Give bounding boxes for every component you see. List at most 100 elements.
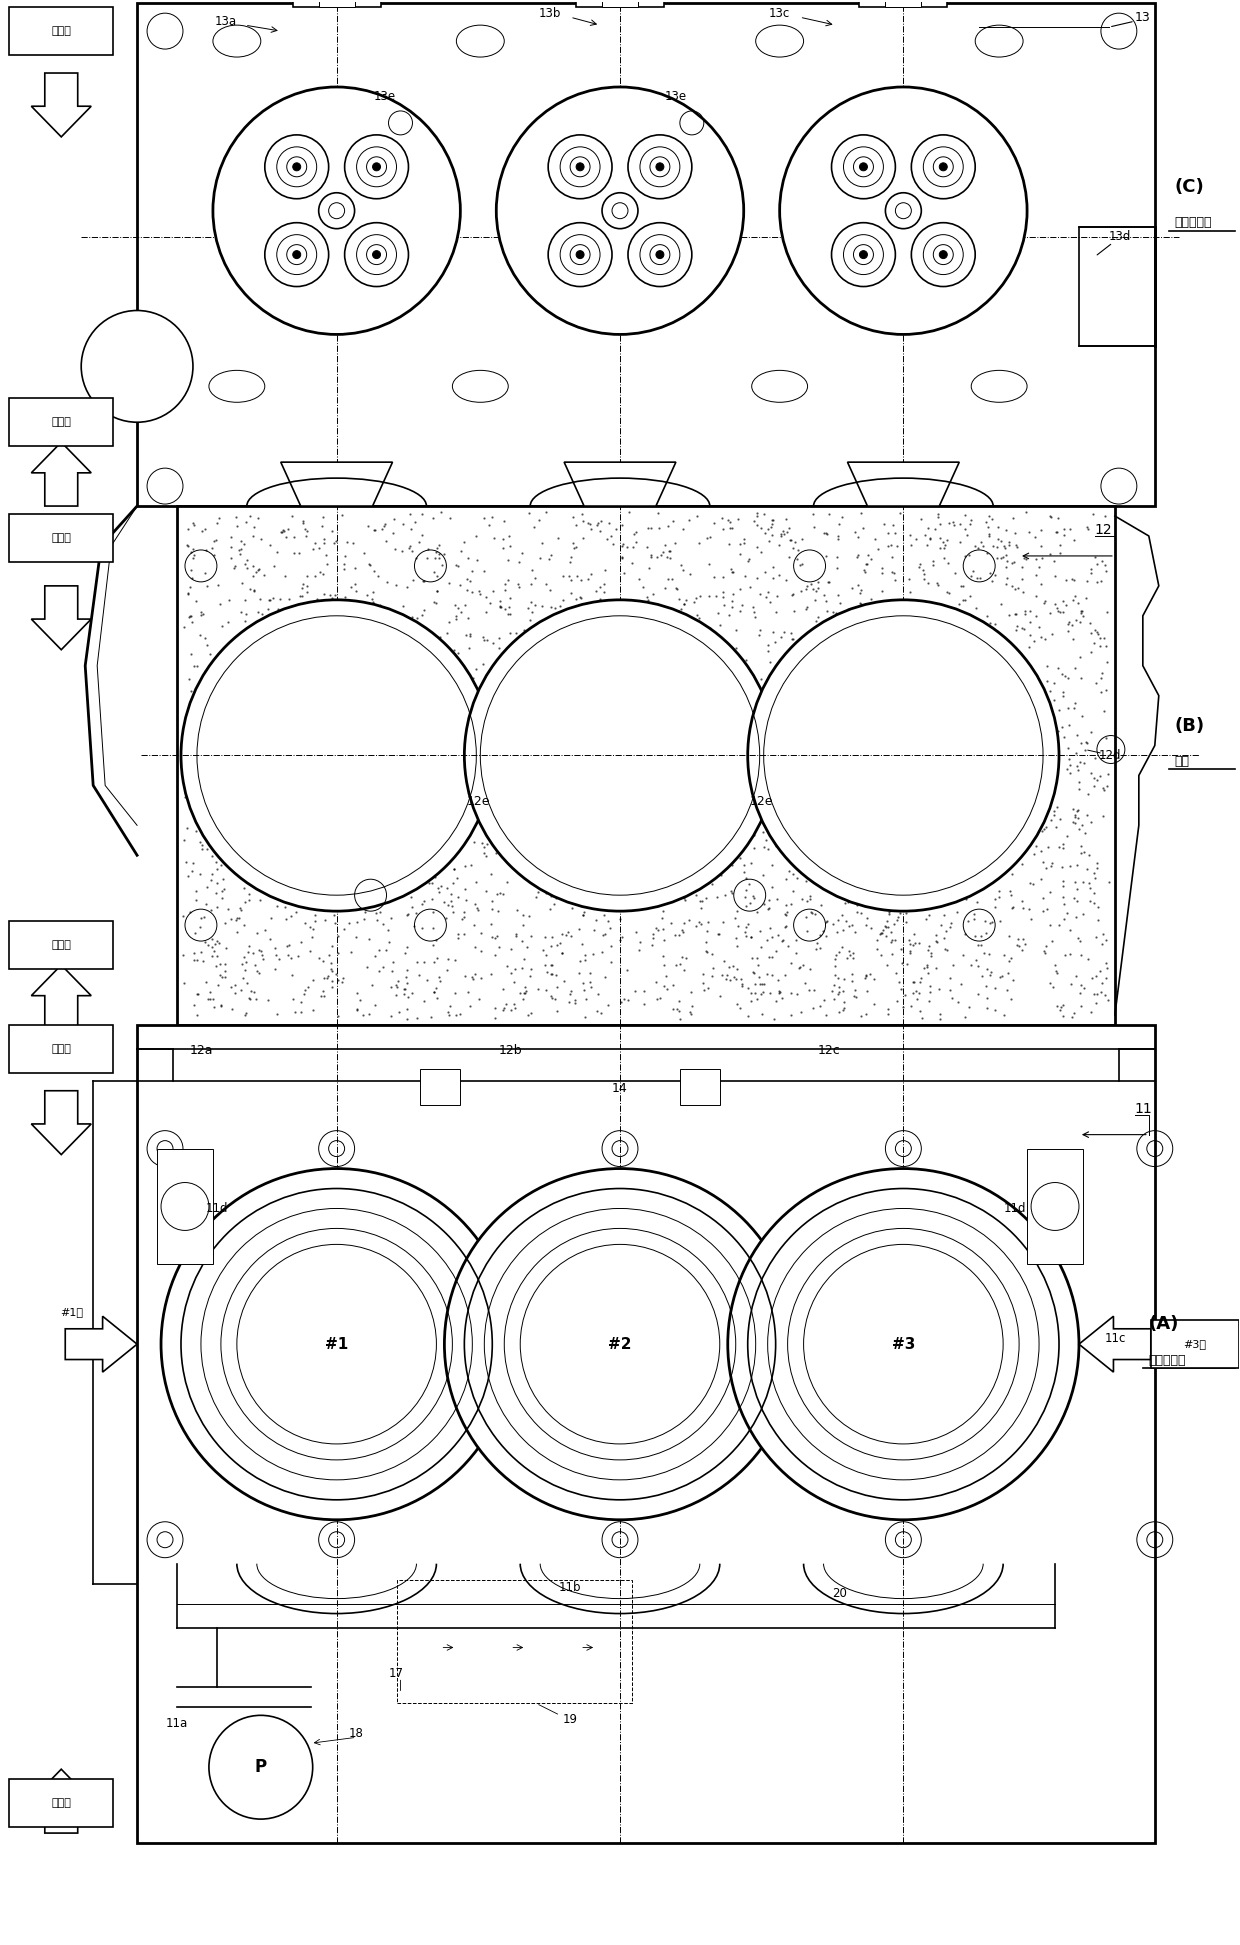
Point bbox=[967, 562, 987, 593]
Point bbox=[722, 591, 742, 622]
Point bbox=[329, 920, 348, 951]
Point bbox=[651, 539, 671, 570]
Point bbox=[743, 943, 763, 974]
Point bbox=[258, 984, 278, 1015]
Point bbox=[977, 992, 997, 1023]
Point bbox=[732, 963, 751, 994]
Point bbox=[686, 879, 706, 910]
Point bbox=[249, 957, 269, 988]
Point bbox=[345, 568, 365, 599]
Point bbox=[680, 904, 699, 936]
Point bbox=[554, 967, 574, 998]
Point bbox=[300, 936, 320, 967]
Point bbox=[756, 582, 776, 613]
Point bbox=[994, 939, 1014, 971]
Bar bbox=[10, 8, 113, 54]
Point bbox=[1081, 552, 1101, 584]
Point bbox=[760, 648, 780, 679]
Point bbox=[630, 936, 650, 967]
Point bbox=[812, 916, 832, 947]
Point bbox=[856, 998, 875, 1029]
Point bbox=[580, 972, 600, 1004]
Point bbox=[739, 869, 759, 901]
Point bbox=[975, 904, 994, 936]
Point bbox=[928, 568, 947, 599]
Point bbox=[955, 513, 975, 545]
Point bbox=[247, 955, 267, 986]
Bar bbox=[1151, 1321, 1239, 1367]
Point bbox=[750, 578, 770, 609]
Point bbox=[222, 994, 242, 1025]
Point bbox=[1049, 694, 1069, 725]
Point bbox=[1037, 930, 1056, 961]
Text: 排气侧: 排气侧 bbox=[51, 1044, 71, 1054]
Point bbox=[236, 599, 255, 630]
Circle shape bbox=[656, 163, 663, 171]
Point bbox=[642, 930, 662, 961]
Point bbox=[482, 885, 502, 916]
Point bbox=[988, 512, 1008, 543]
Point bbox=[314, 945, 334, 976]
Point bbox=[1085, 864, 1105, 895]
Point bbox=[748, 531, 768, 562]
Point bbox=[722, 585, 742, 617]
Point bbox=[182, 607, 202, 638]
Point bbox=[512, 953, 532, 984]
Point bbox=[732, 969, 751, 1000]
Point bbox=[458, 603, 477, 634]
Point bbox=[184, 533, 203, 564]
Point bbox=[532, 591, 552, 622]
Point bbox=[1084, 877, 1104, 908]
Point bbox=[510, 572, 529, 603]
Point bbox=[1063, 585, 1083, 617]
Point bbox=[1063, 609, 1083, 640]
Point bbox=[501, 934, 521, 965]
Point bbox=[745, 601, 765, 632]
Point bbox=[1028, 661, 1048, 692]
Point bbox=[239, 879, 259, 910]
Point bbox=[901, 529, 921, 560]
Point bbox=[471, 936, 491, 967]
Point bbox=[806, 576, 826, 607]
Point bbox=[782, 624, 802, 655]
Point bbox=[436, 955, 456, 986]
Point bbox=[1094, 694, 1114, 725]
Point bbox=[672, 941, 692, 972]
Point bbox=[296, 560, 316, 591]
Point bbox=[730, 842, 750, 873]
Point bbox=[1004, 547, 1024, 578]
Point bbox=[990, 906, 1009, 937]
Point bbox=[976, 971, 996, 1002]
Point bbox=[528, 875, 548, 906]
Point bbox=[1045, 560, 1065, 591]
Point bbox=[672, 914, 692, 945]
Point bbox=[461, 556, 481, 587]
Point bbox=[986, 560, 1006, 591]
Point bbox=[1063, 624, 1083, 655]
Point bbox=[248, 504, 268, 535]
Point bbox=[1033, 543, 1053, 574]
Point bbox=[1063, 805, 1083, 836]
Point bbox=[541, 959, 560, 990]
Point bbox=[1024, 521, 1044, 552]
Point bbox=[983, 531, 1003, 562]
Point bbox=[335, 541, 355, 572]
Point bbox=[327, 1000, 347, 1031]
Point bbox=[785, 527, 805, 558]
Point bbox=[775, 959, 795, 990]
Point bbox=[955, 918, 975, 949]
Point bbox=[1066, 751, 1086, 782]
Point bbox=[866, 523, 885, 554]
Point bbox=[681, 976, 701, 1008]
Point bbox=[449, 918, 469, 949]
Circle shape bbox=[656, 251, 663, 259]
Point bbox=[367, 904, 387, 936]
Point bbox=[1006, 529, 1025, 560]
Point bbox=[546, 959, 565, 990]
Text: 13a: 13a bbox=[215, 16, 237, 27]
Point bbox=[444, 854, 464, 885]
Point bbox=[753, 969, 773, 1000]
Point bbox=[1013, 543, 1033, 574]
Point bbox=[763, 552, 782, 584]
Point bbox=[397, 932, 417, 963]
